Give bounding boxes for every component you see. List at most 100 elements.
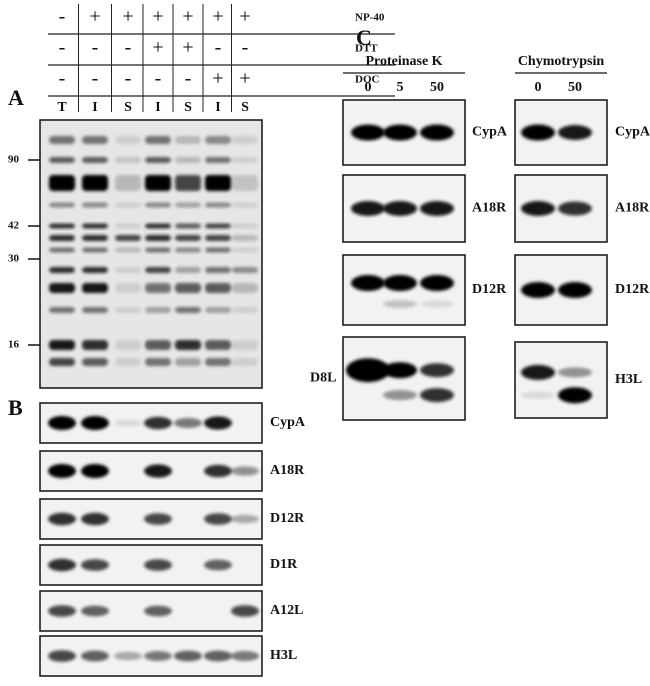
blot-band	[383, 300, 417, 308]
gel-band	[115, 358, 141, 366]
blot-band	[558, 387, 592, 404]
blot-band	[558, 125, 592, 140]
blot-band	[351, 275, 385, 291]
gel-band	[232, 235, 258, 241]
condition-sign: -	[59, 68, 66, 90]
gel-band	[175, 223, 201, 229]
gel-band	[82, 307, 108, 313]
gel-band	[205, 202, 231, 208]
blot-band	[204, 513, 232, 525]
gel-band	[205, 136, 231, 144]
gel-band	[49, 247, 75, 253]
gel-band	[49, 223, 75, 229]
blot-band	[420, 363, 454, 378]
condition-sign: -	[185, 68, 192, 90]
gel-band	[175, 136, 201, 144]
lane-label: 5	[397, 80, 404, 95]
blot-label: D8L	[310, 371, 336, 386]
blot-band	[204, 416, 232, 430]
blot-label: A12L	[270, 603, 303, 618]
gel-band	[205, 340, 231, 350]
gel-band	[175, 202, 201, 208]
gel-band	[145, 175, 171, 191]
gel-band	[82, 157, 108, 163]
blot-label: CypA	[615, 125, 650, 140]
gel-band	[175, 267, 201, 273]
gel-band	[82, 247, 108, 253]
condition-sign: -	[92, 37, 99, 59]
blot-band	[558, 201, 592, 216]
blot-band	[420, 124, 454, 141]
gel-band	[49, 202, 75, 208]
condition-label: DTT	[355, 43, 378, 55]
blot-band	[231, 651, 259, 661]
gel-band	[145, 283, 171, 293]
gel-band	[232, 223, 258, 229]
blot-band	[521, 124, 555, 141]
blot-label: CypA	[270, 415, 306, 430]
blot-band	[420, 300, 454, 308]
gel-band	[82, 340, 108, 350]
gel-band	[205, 223, 231, 229]
panel-label: B	[8, 395, 23, 420]
blot-band	[174, 418, 202, 428]
condition-sign: -	[92, 68, 99, 90]
gel-band	[49, 307, 75, 313]
gel-band	[49, 267, 75, 273]
gel-band	[49, 358, 75, 366]
gel-band	[115, 223, 141, 229]
blot-band	[231, 514, 259, 524]
blot-band	[81, 605, 109, 617]
gel-band	[49, 175, 75, 191]
blot-band	[231, 605, 259, 617]
gel-band	[232, 358, 258, 366]
lane-label: I	[155, 100, 160, 115]
gel-band	[82, 223, 108, 229]
blot-band	[81, 464, 109, 478]
condition-sign: -	[242, 37, 249, 59]
condition-sign: -	[125, 68, 132, 90]
blot-band	[144, 559, 172, 571]
gel-band	[205, 283, 231, 293]
marker-label: 16	[8, 339, 20, 351]
condition-sign: +	[182, 37, 193, 59]
gel-band	[82, 267, 108, 273]
blot-label: A18R	[270, 463, 305, 478]
marker-label: 42	[8, 220, 20, 232]
gel-band	[145, 235, 171, 241]
gel-band	[145, 267, 171, 273]
group-title: Proteinase K	[365, 54, 442, 69]
gel-band	[145, 340, 171, 350]
gel-band	[205, 157, 231, 163]
blot-label: D12R	[615, 282, 650, 297]
gel-band	[115, 175, 141, 191]
gel-band	[145, 157, 171, 163]
lane-label: T	[57, 100, 67, 115]
gel-band	[49, 340, 75, 350]
blot-band	[48, 464, 76, 478]
blot-band	[521, 282, 555, 298]
blot-band	[521, 391, 555, 399]
lane-label: I	[215, 100, 220, 115]
blot-label: H3L	[270, 648, 297, 663]
blot-label: D12R	[472, 282, 507, 297]
blot-band	[144, 513, 172, 525]
condition-sign: -	[155, 68, 162, 90]
blot-band	[48, 605, 76, 617]
gel-band	[145, 247, 171, 253]
gel-band	[232, 267, 258, 273]
blot-band	[383, 390, 417, 401]
gel-band	[49, 136, 75, 144]
blot-band	[144, 605, 172, 617]
gel-band	[82, 202, 108, 208]
lane-label: 50	[430, 80, 444, 95]
gel-band	[115, 283, 141, 293]
condition-sign: -	[125, 37, 132, 59]
blot-band	[521, 364, 555, 380]
gel-band	[115, 136, 141, 144]
blot-label: D1R	[270, 557, 298, 572]
gel-band	[175, 235, 201, 241]
gel-band	[145, 223, 171, 229]
gel-band	[115, 247, 141, 253]
gel-band	[115, 235, 141, 241]
